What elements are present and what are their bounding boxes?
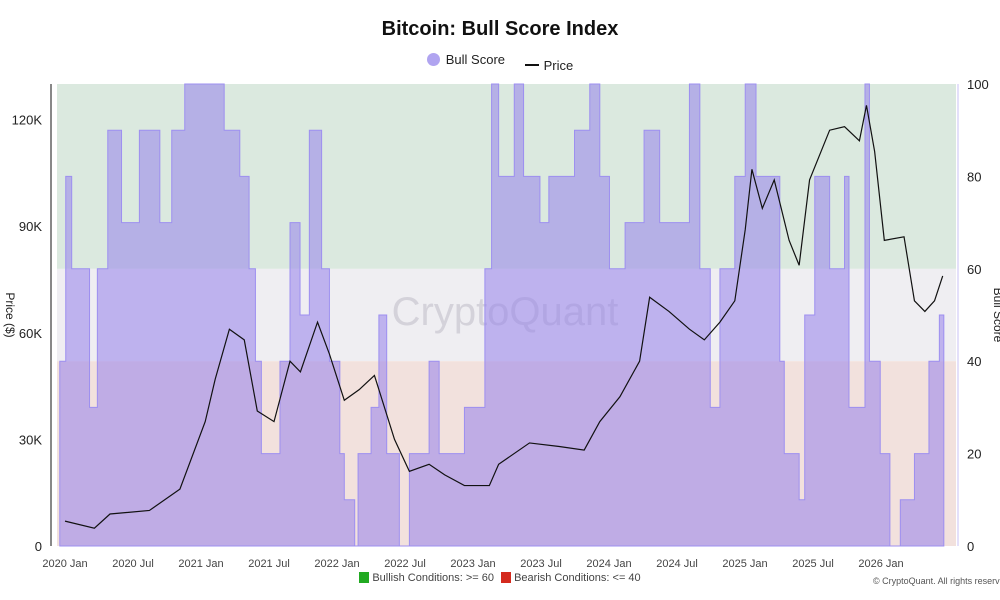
y-tick-label: 60K xyxy=(19,326,42,341)
x-tick-label: 2025 Jul xyxy=(792,558,834,570)
bull-score-area xyxy=(59,83,945,547)
x-tick-label: 2022 Jul xyxy=(384,558,426,570)
y2-tick-label: 40 xyxy=(967,354,981,369)
y-tick-label: 120K xyxy=(12,113,43,128)
y-tick-label: 30K xyxy=(19,432,42,447)
y2-axis-label: Bull Score xyxy=(991,288,1000,343)
x-tick-label: 2022 Jan xyxy=(314,558,359,570)
price-swatch-icon xyxy=(524,64,539,66)
bullish-label: Bullish Conditions: >= 60 xyxy=(372,572,495,584)
copyright: © CryptoQuant. All rights reserved xyxy=(873,576,1000,586)
y-tick-label: 0 xyxy=(35,539,42,554)
x-tick-label: 2023 Jul xyxy=(520,558,562,570)
x-tick-label: 2021 Jan xyxy=(178,558,223,570)
bearish-label: Bearish Conditions: <= 40 xyxy=(514,572,641,584)
bull-score-swatch-icon xyxy=(426,53,440,66)
x-tick-label: 2020 Jul xyxy=(112,558,154,570)
x-tick-label: 2024 Jul xyxy=(656,558,698,570)
zone-legend: Bullish Conditions: >= 60 Bearish Condit… xyxy=(0,572,1000,584)
chart-title: Bitcoin: Bull Score Index xyxy=(381,18,619,40)
y2-tick-label: 100 xyxy=(967,77,989,92)
x-tick-label: 2024 Jan xyxy=(586,558,631,570)
bullish-swatch-icon xyxy=(359,572,370,583)
x-tick-label: 2020 Jan xyxy=(42,558,87,570)
price-line xyxy=(64,105,944,529)
y2-tick-label: 80 xyxy=(967,169,981,184)
legend-item-bull-score[interactable]: Bull Score xyxy=(426,52,505,67)
y-axis-label: Price ($) xyxy=(3,292,17,337)
y2-tick-label: 60 xyxy=(967,262,981,277)
bearish-swatch-icon xyxy=(501,572,512,583)
x-tick-label: 2025 Jan xyxy=(722,558,767,570)
legend: Bull Score Price xyxy=(0,52,1000,73)
y-tick-label: 90K xyxy=(19,219,42,234)
x-tick-label: 2026 Jan xyxy=(858,558,903,570)
legend-label: Bull Score xyxy=(445,52,505,67)
y2-tick-label: 20 xyxy=(967,447,981,462)
legend-item-price[interactable]: Price xyxy=(524,57,574,73)
x-tick-label: 2021 Jul xyxy=(248,558,290,570)
legend-label: Price xyxy=(543,57,574,73)
x-tick-label: 2023 Jan xyxy=(450,558,495,570)
y2-tick-label: 0 xyxy=(967,539,974,554)
